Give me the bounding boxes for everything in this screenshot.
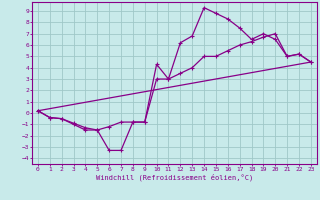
X-axis label: Windchill (Refroidissement éolien,°C): Windchill (Refroidissement éolien,°C)	[96, 173, 253, 181]
